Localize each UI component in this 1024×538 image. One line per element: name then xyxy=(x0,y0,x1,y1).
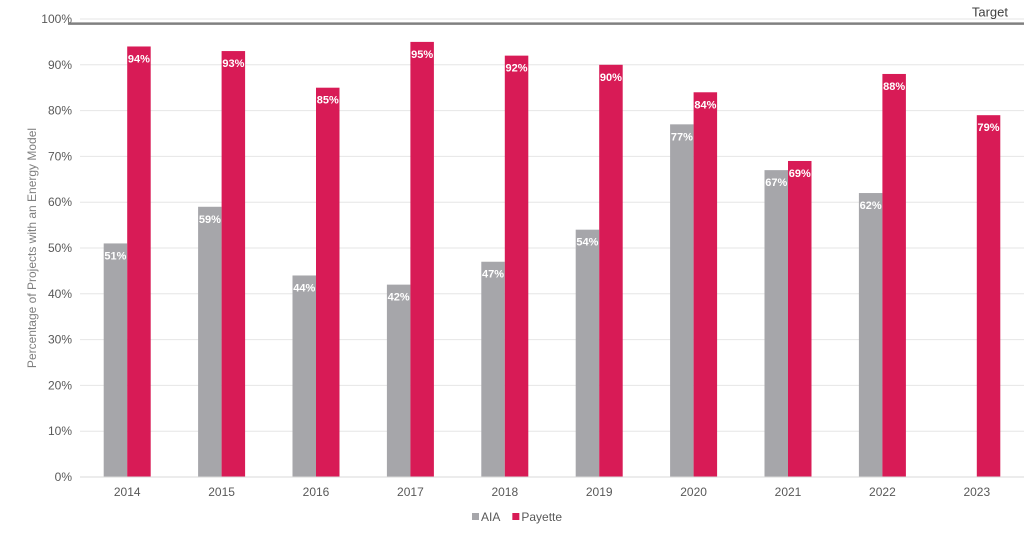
x-tick-label: 2016 xyxy=(303,485,330,499)
data-label: 59% xyxy=(199,214,221,226)
data-labels: 51% 59% 44% 42% 47% 54% 77% 67% 62% 94% 93% 85% 95% 9… xyxy=(104,49,999,304)
data-label: 93% xyxy=(222,58,244,70)
data-label: 42% xyxy=(388,292,410,304)
legend-label-aia: AIA xyxy=(481,510,500,524)
bar-payette-2022 xyxy=(882,73,906,478)
y-axis-title: Percentage of Projects with an Energy Mo… xyxy=(25,128,39,368)
data-label: 90% xyxy=(600,72,622,84)
bar-aia-2019 xyxy=(575,229,600,477)
bar-aia-2017 xyxy=(386,284,411,477)
x-tick-label: 2021 xyxy=(775,485,802,499)
bars xyxy=(103,41,1001,478)
y-tick-label: 20% xyxy=(48,378,72,392)
bar-aia-2015 xyxy=(198,206,222,477)
legend-swatch-aia xyxy=(472,513,479,520)
x-tick-label: 2020 xyxy=(680,485,707,499)
legend-label-payette: Payette xyxy=(521,510,562,524)
x-tick-label: 2022 xyxy=(869,485,896,499)
bar-payette-2015 xyxy=(221,51,246,478)
data-label: 62% xyxy=(860,200,882,212)
data-label: 69% xyxy=(789,168,811,180)
bar-payette-2021 xyxy=(788,160,812,478)
bar-payette-2019 xyxy=(599,64,623,478)
data-label: 44% xyxy=(293,282,315,294)
data-label: 88% xyxy=(883,81,905,93)
data-label: 51% xyxy=(104,250,126,262)
legend: AIA Payette xyxy=(472,510,562,524)
bar-payette-2018 xyxy=(504,55,529,477)
y-tick-label: 10% xyxy=(48,424,72,438)
legend-swatch-payette xyxy=(512,513,520,520)
bar-payette-2017 xyxy=(410,41,434,478)
x-tick-label: 2019 xyxy=(586,485,613,499)
bar-aia-2018 xyxy=(481,261,505,477)
y-tick-label: 40% xyxy=(48,287,72,301)
data-label: 67% xyxy=(765,177,787,189)
data-label: 84% xyxy=(694,99,716,111)
target-label: Target xyxy=(972,5,1009,20)
y-tick-label: 70% xyxy=(48,149,72,163)
y-tick-label: 60% xyxy=(48,195,72,209)
bar-aia-2020 xyxy=(670,124,694,477)
data-label: 79% xyxy=(978,122,1000,134)
y-tick-label: 80% xyxy=(48,104,72,118)
data-label: 47% xyxy=(482,269,504,281)
bar-aia-2022 xyxy=(858,193,883,478)
y-tick-label: 30% xyxy=(48,333,72,347)
y-tick-label: 90% xyxy=(48,58,72,72)
y-tick-label: 50% xyxy=(48,241,72,255)
bar-aia-2014 xyxy=(103,243,128,477)
bar-aia-2016 xyxy=(292,275,316,477)
x-tick-label: 2014 xyxy=(114,485,141,499)
data-label: 85% xyxy=(317,95,339,107)
bar-payette-2016 xyxy=(316,87,340,477)
x-tick-label: 2015 xyxy=(208,485,235,499)
y-axis: 0% 10% 20% 30% 40% 50% 60% 70% 80% 90% 100% xyxy=(41,12,72,484)
bar-payette-2020 xyxy=(693,92,718,477)
bar-payette-2014 xyxy=(127,46,151,477)
x-tick-label: 2017 xyxy=(397,485,424,499)
x-axis: 2014 2015 2016 2017 2018 2019 2020 2021 2022 2023 xyxy=(80,476,1024,499)
x-tick-label: 2023 xyxy=(963,485,990,499)
data-label: 92% xyxy=(506,63,528,75)
bar-payette-2023 xyxy=(976,115,1001,478)
data-label: 95% xyxy=(411,49,433,61)
data-label: 77% xyxy=(671,131,693,143)
target-line-group: Target xyxy=(68,5,1024,25)
x-tick-label: 2018 xyxy=(491,485,518,499)
y-tick-label: 0% xyxy=(55,470,73,484)
data-label: 94% xyxy=(128,53,150,65)
y-tick-label: 100% xyxy=(41,12,72,26)
bar-aia-2021 xyxy=(764,170,788,477)
data-label: 54% xyxy=(576,237,598,249)
